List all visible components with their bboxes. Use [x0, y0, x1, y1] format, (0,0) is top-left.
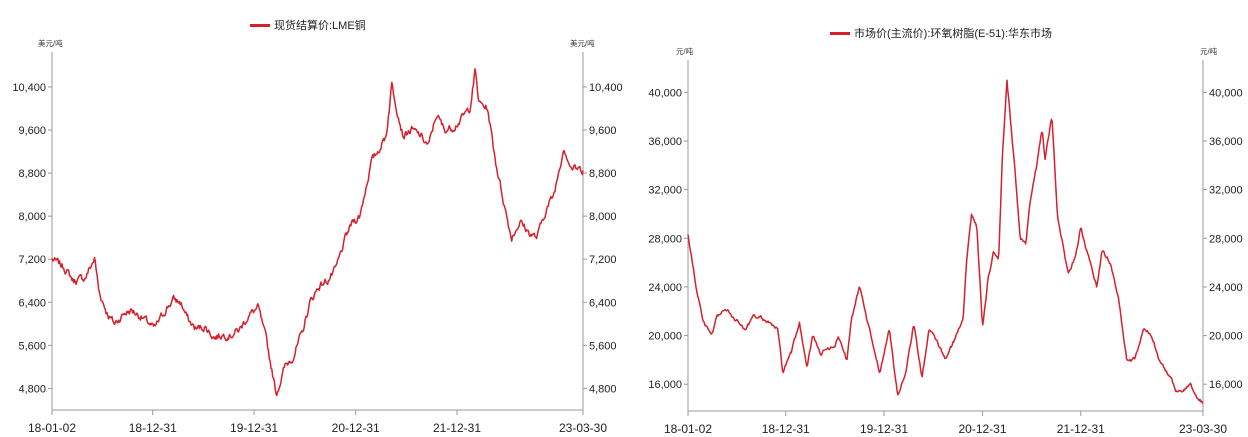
- legend-swatch: [250, 23, 270, 27]
- y-tick-label-right: 20,000: [1209, 331, 1243, 343]
- copper-price-chart-panel: 现货结算价:LME铜 美元/吨 美元/吨 4,800 4,800 5,600 5,60…: [12, 17, 623, 435]
- y-tick-label-right: 4,800: [589, 383, 617, 395]
- x-tick-label: 20-12-31: [958, 422, 1006, 436]
- y-tick-label-left: 6,400: [18, 297, 46, 309]
- x-tick-label: 23-03-30: [1179, 422, 1227, 436]
- y-tick-label-right: 9,600: [589, 125, 617, 137]
- x-tick-label: 18-01-02: [664, 422, 712, 436]
- y-tick-label-left: 4,800: [18, 383, 46, 395]
- x-tick-label: 18-12-31: [762, 422, 810, 436]
- y-tick-label-left: 8,000: [18, 211, 46, 223]
- y-tick-label-left: 24,000: [648, 282, 682, 294]
- y-axis-unit-left: 元/吨: [676, 47, 694, 56]
- y-tick-label-right: 28,000: [1209, 233, 1243, 245]
- legend-label: 现货结算价:LME铜: [274, 20, 366, 32]
- y-tick-label-left: 7,200: [18, 254, 46, 266]
- series-line: [51, 68, 584, 397]
- x-tick-label: 18-01-02: [28, 421, 76, 435]
- line-chart-svg: 4,800 4,800 5,600 5,600 6,400 6,400 7,200 7,200…: [12, 52, 623, 435]
- y-tick-label-right: 32,000: [1209, 185, 1243, 197]
- y-tick-label-left: 20,000: [648, 331, 682, 343]
- x-tick-label: 18-12-31: [129, 421, 177, 435]
- x-tick-label: 19-12-31: [860, 422, 908, 436]
- x-tick-label: 21-12-31: [433, 421, 481, 435]
- y-tick-label-left: 9,600: [18, 125, 46, 137]
- y-tick-label-right: 8,800: [589, 168, 617, 180]
- chart-legend: 现货结算价:LME铜: [250, 17, 366, 33]
- legend-swatch: [830, 31, 850, 35]
- y-tick-label-right: 8,000: [589, 211, 617, 223]
- y-axis-unit-right: 美元/吨: [570, 39, 595, 48]
- x-tick-label: 19-12-31: [230, 421, 278, 435]
- y-tick-label-right: 16,000: [1209, 379, 1243, 391]
- x-tick-label: 23-03-30: [559, 421, 607, 435]
- y-tick-label-left: 40,000: [648, 87, 682, 99]
- line-chart-svg: 16,000 16,000 20,000 20,000 24,000 24,000 28,0…: [648, 60, 1243, 436]
- y-tick-label-left: 28,000: [648, 233, 682, 245]
- y-axis-unit-left: 美元/吨: [38, 39, 63, 48]
- chart-legend: 市场价(主流价):环氧树脂(E-51):华东市场: [830, 25, 1052, 41]
- epoxy-price-chart-panel: 市场价(主流价):环氧树脂(E-51):华东市场 元/吨 元/吨 16,000 1…: [636, 0, 1248, 437]
- y-tick-label-left: 5,600: [18, 340, 46, 352]
- y-tick-label-right: 5,600: [589, 340, 617, 352]
- y-tick-label-right: 40,000: [1209, 87, 1243, 99]
- y-tick-label-right: 7,200: [589, 254, 617, 266]
- y-tick-label-left: 36,000: [648, 136, 682, 148]
- y-tick-label-right: 10,400: [589, 82, 623, 94]
- y-axis-unit-right: 元/吨: [1200, 47, 1218, 56]
- legend-label: 市场价(主流价):环氧树脂(E-51):华东市场: [854, 28, 1052, 40]
- y-tick-label-right: 24,000: [1209, 282, 1243, 294]
- y-tick-label-left: 8,800: [18, 168, 46, 180]
- y-tick-label-left: 16,000: [648, 379, 682, 391]
- y-tick-label-left: 10,400: [12, 82, 46, 94]
- series-line: [687, 79, 1204, 404]
- x-tick-label: 21-12-31: [1057, 422, 1105, 436]
- y-tick-label-right: 36,000: [1209, 136, 1243, 148]
- y-tick-label-right: 6,400: [589, 297, 617, 309]
- y-tick-label-left: 32,000: [648, 185, 682, 197]
- x-tick-label: 20-12-31: [332, 421, 380, 435]
